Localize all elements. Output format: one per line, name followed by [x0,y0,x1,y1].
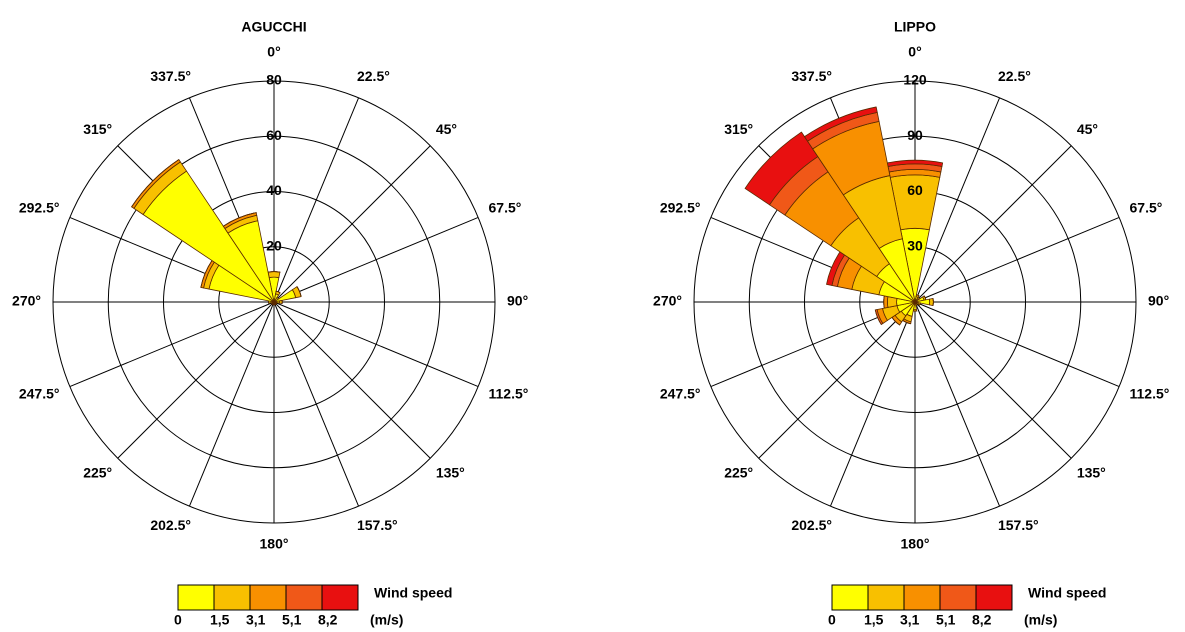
direction-label: 270° [12,293,41,309]
direction-label: 90° [507,293,528,309]
legend-bin-label: 8,2 [972,612,992,628]
legend-bin-label: 1,5 [864,612,884,628]
r-tick-label: 30 [907,237,923,253]
spoke [273,301,479,388]
direction-label: 135° [1077,465,1106,481]
spoke [829,301,916,507]
direction-label: 202.5° [150,517,191,533]
direction-label: 22.5° [998,68,1031,84]
direction-label: 157.5° [357,517,398,533]
r-tick-label: 80 [266,72,282,88]
legend-title: Wind speed [1028,585,1106,601]
legend-bin-label: 5,1 [936,612,956,628]
direction-label: 247.5° [660,386,701,402]
legend-bin-label: 8,2 [318,612,338,628]
direction-label: 0° [267,44,280,60]
legend-swatch [867,584,905,611]
direction-label: 292.5° [19,200,60,216]
legend-bin-label: 3,1 [246,612,266,628]
legend-unit: (m/s) [370,612,403,628]
direction-label: 270° [653,293,682,309]
bar-segment [929,298,934,306]
spoke [273,97,360,303]
bar-segment [267,271,281,273]
spoke [914,97,1001,303]
spoke [117,301,275,459]
r-tick-label: 20 [266,237,282,253]
legend-swatch [831,584,869,611]
r-tick-label: 60 [907,182,923,198]
direction-label: 0° [908,44,921,60]
direction-label: 292.5° [660,200,701,216]
legend-swatch [177,584,215,611]
legend-bin-label: 1,5 [210,612,230,628]
spoke [914,301,1120,388]
bar-segment [916,294,920,297]
direction-label: 180° [260,536,289,552]
direction-label: 247.5° [19,386,60,402]
direction-label: 67.5° [489,200,522,216]
spoke [914,301,1072,459]
bar-segment [874,309,882,325]
spoke [273,216,479,303]
direction-label: 225° [724,465,753,481]
legend-unit: (m/s) [1024,612,1057,628]
direction-label: 337.5° [791,68,832,84]
bar-segment [131,159,180,208]
legend-bin-label: 3,1 [900,612,920,628]
legend-swatch [939,584,977,611]
spoke [69,301,275,388]
direction-label: 112.5° [1130,386,1170,402]
direction-label: 157.5° [998,517,1039,533]
bar-segment [275,290,281,294]
direction-label: 315° [724,121,753,137]
direction-label: 22.5° [357,68,390,84]
direction-label: 112.5° [489,386,529,402]
direction-label: 180° [901,536,930,552]
direction-label: 90° [1148,293,1169,309]
legend-bin-label: 5,1 [282,612,302,628]
r-tick-label: 120 [903,72,927,88]
wind-rose: AGUCCHI 0° 22.5° 45° 67.5° 90° 112.5° 135° 157.5… [12,19,528,628]
spoke [273,301,431,459]
bar-segment [267,271,281,279]
direction-label: 315° [83,121,112,137]
legend-swatch [285,584,323,611]
direction-label: 45° [436,121,457,137]
chart-title: AGUCCHI [241,19,306,35]
bar-segment [886,159,944,167]
legend-swatch [903,584,941,611]
direction-label: 135° [436,465,465,481]
spoke [914,145,1072,303]
bar-segment [744,131,819,206]
bar-segment [296,286,302,298]
r-tick-label: 40 [266,182,282,198]
spoke [914,216,1120,303]
bar-segment [919,302,921,306]
chart-title: LIPPO [894,19,936,35]
r-tick-label: 60 [266,127,282,143]
spoke [914,301,1001,507]
direction-label: 225° [83,465,112,481]
direction-label: 202.5° [791,517,832,533]
bar-segment [804,106,878,142]
spoke [273,145,431,303]
legend-swatch [249,584,287,611]
spoke [758,301,916,459]
spoke [273,301,360,507]
legend-swatch [321,584,359,611]
legend-title: Wind speed [374,585,452,601]
wind-rose: LIPPO 0° 22.5° 45° 67.5° 90° 112.5° 135° 157.5° 1… [653,19,1169,628]
legend-swatch [213,584,251,611]
r-tick-label: 90 [907,127,923,143]
direction-label: 67.5° [1130,200,1163,216]
direction-label: 337.5° [150,68,191,84]
direction-label: 45° [1077,121,1098,137]
legend-swatch [975,584,1013,611]
bar-segment [222,212,257,227]
legend-bin-label: 0 [828,612,836,628]
legend-bin-label: 0 [174,612,182,628]
spoke [188,301,275,507]
